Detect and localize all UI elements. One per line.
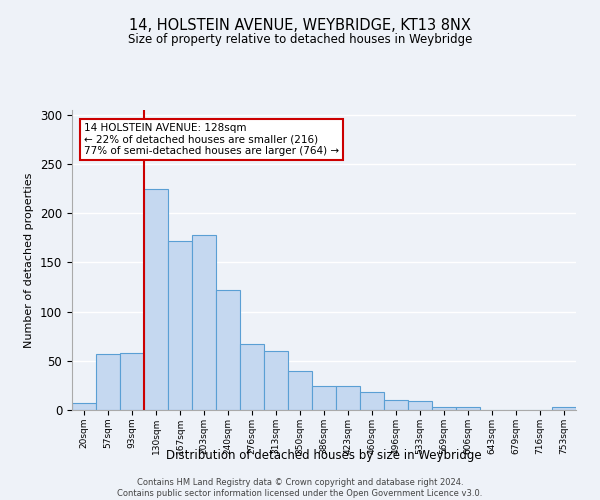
Bar [96,354,120,410]
Bar [288,370,312,410]
Bar [216,290,240,410]
Bar [360,392,384,410]
Bar [312,386,336,410]
Text: Contains HM Land Registry data © Crown copyright and database right 2024.: Contains HM Land Registry data © Crown c… [137,478,463,487]
Bar [552,407,576,410]
Bar [432,407,456,410]
Bar [384,400,408,410]
Text: 14 HOLSTEIN AVENUE: 128sqm
← 22% of detached houses are smaller (216)
77% of sem: 14 HOLSTEIN AVENUE: 128sqm ← 22% of deta… [84,123,339,156]
Y-axis label: Number of detached properties: Number of detached properties [25,172,34,348]
Text: Distribution of detached houses by size in Weybridge: Distribution of detached houses by size … [166,448,482,462]
Bar [408,401,432,410]
Bar [168,241,192,410]
Text: Contains public sector information licensed under the Open Government Licence v3: Contains public sector information licen… [118,490,482,498]
Bar [264,351,288,410]
Bar [120,353,144,410]
Bar [240,344,264,410]
Text: Size of property relative to detached houses in Weybridge: Size of property relative to detached ho… [128,32,472,46]
Bar [456,407,480,410]
Bar [72,403,96,410]
Bar [192,235,216,410]
Bar [144,188,168,410]
Bar [336,386,360,410]
Text: 14, HOLSTEIN AVENUE, WEYBRIDGE, KT13 8NX: 14, HOLSTEIN AVENUE, WEYBRIDGE, KT13 8NX [129,18,471,32]
